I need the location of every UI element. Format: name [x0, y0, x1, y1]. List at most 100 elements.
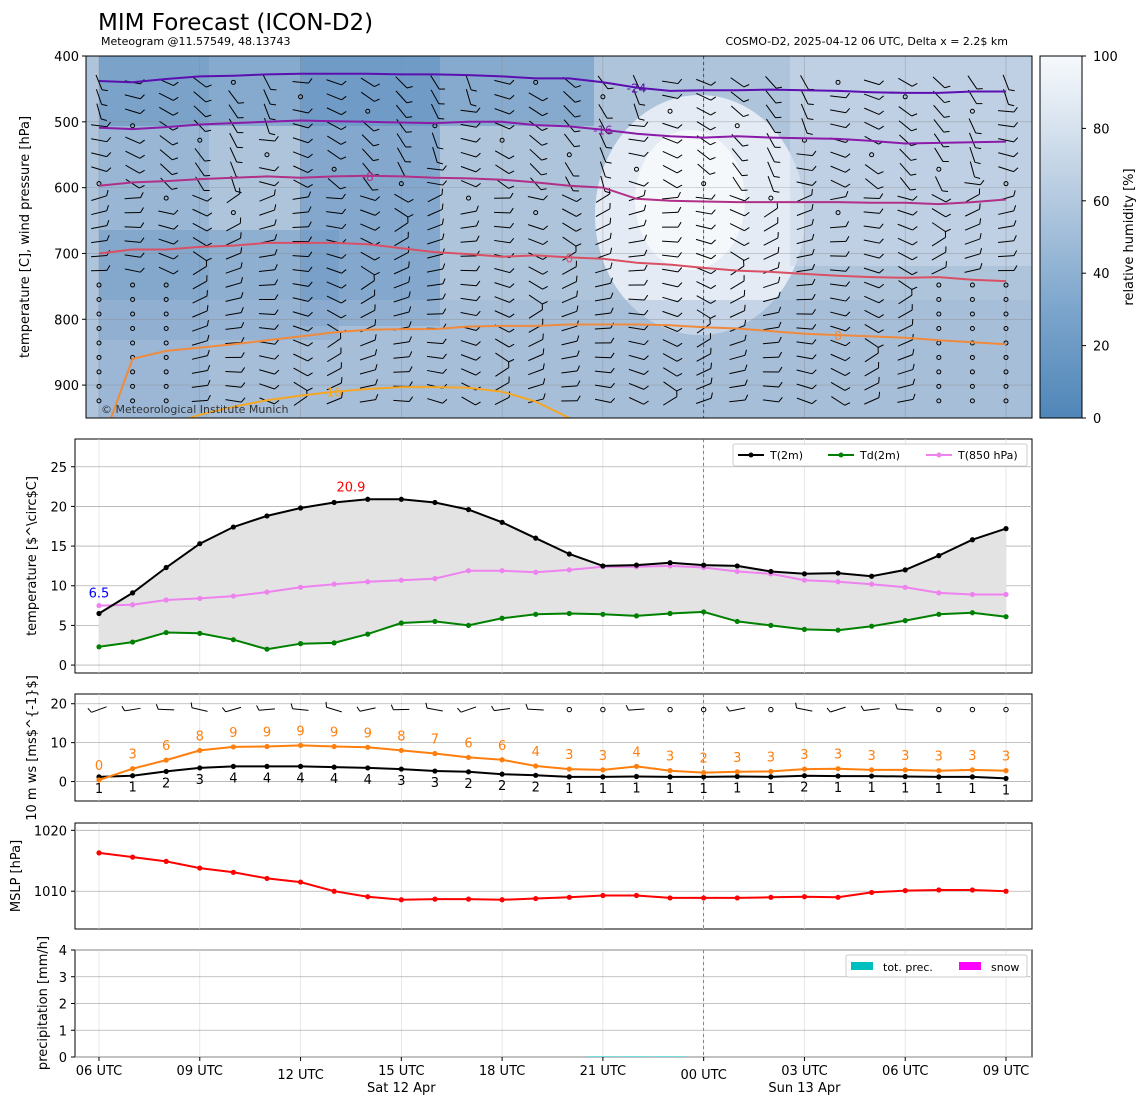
td2m-point	[768, 622, 774, 629]
wind-barb-icon	[898, 289, 913, 305]
wind-barb-icon	[326, 362, 342, 377]
wind-barb-icon	[529, 148, 548, 161]
beaufort-point	[297, 763, 304, 769]
colorbar-tick-label: 100	[1093, 50, 1118, 65]
isotherm-label: -16	[593, 124, 613, 138]
wind-barb-icon	[155, 704, 175, 711]
wind-barb-icon	[628, 309, 649, 316]
calm-wind-icon	[936, 325, 942, 331]
calm-wind-icon	[869, 152, 875, 158]
mslp-point	[197, 865, 203, 871]
wind-barb-icon	[494, 376, 510, 391]
ytick-label: 800	[54, 313, 79, 328]
wind-barb-icon	[124, 237, 145, 243]
t2m-point	[936, 553, 942, 559]
wind-barb-icon	[229, 132, 243, 149]
beaufort-label: 2	[162, 776, 170, 791]
wind-barb-icon	[729, 334, 747, 346]
wind-barb-icon	[427, 203, 444, 217]
calm-wind-icon	[936, 398, 942, 404]
t850-point	[936, 590, 942, 596]
wind-barb-icon	[830, 281, 851, 287]
wind-barb-icon	[796, 248, 815, 259]
wind-barb-icon	[225, 352, 245, 359]
wind-barb-icon	[562, 260, 577, 275]
wind-barb-icon	[595, 232, 612, 246]
wind-barb-icon	[292, 108, 313, 114]
beaufort-line	[98, 765, 1007, 780]
wind-barb-icon	[830, 296, 851, 302]
calm-wind-icon	[1003, 398, 1009, 404]
calm-wind-icon	[130, 297, 136, 303]
wind-barb-icon	[225, 292, 244, 302]
t2m-point	[566, 551, 572, 557]
t2m-point	[768, 568, 774, 575]
wind-barb-icon	[258, 136, 279, 142]
wind-speed-label: 3	[867, 749, 875, 764]
wind-barb-icon	[360, 209, 381, 216]
wind-barb-icon	[796, 354, 817, 360]
time-axis: 06 UTC 09 UTC 12 UTC 15 UTC Sat 12 Apr 18 UTC…	[76, 1057, 1029, 1096]
t2m-point	[499, 519, 505, 525]
wind-barb-icon	[158, 266, 179, 275]
wind-barb-icon	[662, 353, 683, 362]
beaufort-label: 2	[800, 781, 808, 796]
wind-barb-icon	[192, 251, 212, 262]
wind-speed-point	[701, 769, 707, 776]
wind-barb-icon	[998, 122, 1018, 128]
wind-barb-icon	[697, 163, 716, 175]
wind-barb-icon	[762, 381, 783, 388]
wind-barb-icon	[124, 207, 144, 214]
wind-barb-icon	[964, 218, 982, 231]
wind-barb-icon	[124, 108, 145, 115]
t2m-point	[701, 562, 707, 568]
wind-barb-icon	[191, 334, 210, 346]
wind-barb-icon	[525, 703, 544, 711]
wind-barb-icon	[796, 369, 817, 375]
wind-barb-icon	[931, 246, 947, 261]
wind-barb-icon	[359, 349, 378, 361]
wind-barb-icon	[425, 702, 443, 712]
beaufort-label: 4	[364, 773, 372, 788]
calm-wind-icon	[230, 79, 236, 85]
wind-barb-icon	[897, 251, 918, 261]
wind-barb-icon	[628, 136, 649, 142]
isotherm-line	[98, 174, 1007, 206]
wind-barb-icon	[91, 121, 111, 128]
wind-barb-icon	[830, 179, 851, 188]
wind-barb-icon	[258, 294, 279, 301]
calm-wind-icon	[1003, 340, 1009, 346]
wind-speed-point	[264, 743, 270, 750]
wind-barb-icon	[800, 103, 814, 120]
calm-wind-icon	[936, 311, 942, 317]
t2m-point	[129, 590, 136, 596]
t2m-point	[96, 610, 102, 617]
beaufort-label: 1	[565, 782, 573, 797]
wind-barb-icon	[730, 105, 749, 118]
t2m-point	[365, 496, 371, 502]
wind-barb-icon	[393, 396, 414, 402]
wind-barb-icon	[263, 103, 276, 121]
colorbar-ticks: 0 20 40 60 80 100	[1082, 50, 1118, 427]
wind-barb-icon	[628, 249, 648, 258]
wind-barb-icon	[964, 233, 982, 245]
beaufort-label: 4	[263, 771, 271, 786]
wind-barb-icon	[762, 366, 783, 373]
calm-wind-icon	[163, 195, 169, 201]
wind-barb-icon	[695, 224, 716, 230]
wind-barb-icon	[158, 209, 179, 215]
wind-barb-icon	[997, 106, 1018, 113]
wind-barb-icon	[528, 92, 548, 102]
wind-barb-icon	[90, 265, 111, 272]
wind-barb-icon	[730, 251, 750, 261]
beaufort-label: 3	[397, 774, 405, 789]
wind-barb-icon	[934, 147, 949, 163]
wind-speed-point	[163, 757, 169, 763]
wind-barb-icon	[293, 381, 313, 392]
wind-barb-icon	[528, 238, 549, 245]
t850-point	[734, 568, 740, 575]
calm-wind-icon	[130, 340, 136, 346]
xtick-label: 18 UTC	[479, 1064, 525, 1079]
wind-barb-icon	[292, 296, 313, 302]
wind-barb-icon	[864, 391, 881, 405]
